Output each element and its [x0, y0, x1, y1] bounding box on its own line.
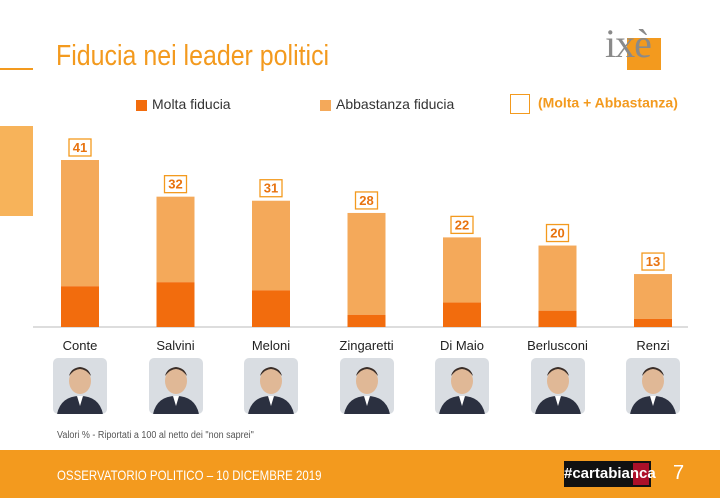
legend-abbastanza-label: Abbastanza fiducia [336, 96, 455, 112]
total-label-renzi: 13 [646, 254, 660, 269]
bar-abbastanza-berlusconi [538, 245, 577, 311]
bar-molta-meloni [252, 290, 290, 327]
legend-molta-swatch [136, 99, 147, 111]
page-title: Fiducia nei leader politici [56, 40, 330, 72]
bar-abbastanza-conte [61, 160, 99, 287]
legend-molta-label: Molta fiducia [152, 96, 231, 112]
footnote: Valori % - Riportati a 100 al netto dei … [57, 430, 254, 441]
page-number: 7 [673, 462, 685, 484]
category-label-berlusconi: Berlusconi [527, 338, 588, 353]
title-underline [0, 68, 33, 70]
bar-abbastanza-meloni [252, 200, 290, 291]
bar-molta-renzi [634, 318, 672, 327]
total-label-box-di-maio [450, 215, 474, 235]
ixe-logo: ixè [605, 22, 663, 72]
logo-text: ixè [605, 21, 652, 66]
legend-total: (Molta + Abbastanza) [510, 94, 678, 114]
total-label-conte: 41 [73, 140, 87, 155]
total-label-box-salvini [163, 175, 188, 194]
total-label-salvini: 32 [168, 177, 182, 192]
total-label-box-meloni [259, 179, 283, 198]
category-label-meloni: Meloni [251, 338, 291, 353]
legend-total-box [510, 94, 530, 114]
person-photo-berlusconi [530, 358, 585, 414]
category-label-di-maio: Di Maio [439, 338, 485, 353]
bar-molta-di-maio [443, 302, 481, 327]
footer-text: OSSERVATORIO POLITICO – 10 DICEMBRE 2019 [57, 467, 322, 483]
total-label-berlusconi: 20 [550, 226, 564, 241]
category-label-zingaretti: Zingaretti [339, 338, 394, 353]
brand-text: #cartabianca [564, 465, 656, 482]
total-label-box-zingaretti [354, 191, 379, 210]
person-photo-meloni [244, 358, 298, 414]
legend-molta: Molta fiducia [136, 96, 231, 112]
category-label-conte: Conte [62, 338, 98, 353]
bar-chart: 41 32 31 28 22 20 13 [33, 138, 688, 328]
left-accent-bar [0, 126, 33, 216]
cartabianca-logo: #cartabianca [564, 461, 656, 487]
person-photo-conte [53, 358, 107, 414]
bar-molta-conte [61, 286, 99, 327]
total-label-box-conte [68, 138, 92, 157]
legend-abbastanza-swatch [320, 99, 331, 111]
total-label-meloni: 31 [264, 181, 278, 196]
bar-molta-berlusconi [538, 310, 577, 327]
bar-abbastanza-zingaretti [347, 212, 386, 315]
legend-abbastanza: Abbastanza fiducia [320, 96, 454, 112]
bar-abbastanza-renzi [634, 274, 672, 319]
person-photo-zingaretti [339, 358, 394, 414]
bar-molta-salvini [156, 282, 195, 327]
legend-total-label: (Molta + Abbastanza) [538, 94, 678, 111]
person-photo-renzi [626, 358, 680, 414]
bar-abbastanza-di-maio [443, 237, 481, 303]
total-label-di-maio: 22 [455, 217, 469, 232]
total-label-box-renzi [641, 252, 665, 271]
category-label-salvini: Salvini [156, 338, 195, 353]
person-photo-salvini [148, 358, 203, 414]
bar-abbastanza-salvini [156, 196, 195, 283]
total-label-zingaretti: 28 [359, 193, 373, 208]
bar-molta-zingaretti [347, 314, 386, 327]
category-label-renzi: Renzi [636, 338, 670, 353]
total-label-box-berlusconi [545, 223, 570, 243]
person-photo-di-maio [435, 358, 489, 414]
footer-bar: OSSERVATORIO POLITICO – 10 DICEMBRE 2019… [0, 450, 720, 498]
